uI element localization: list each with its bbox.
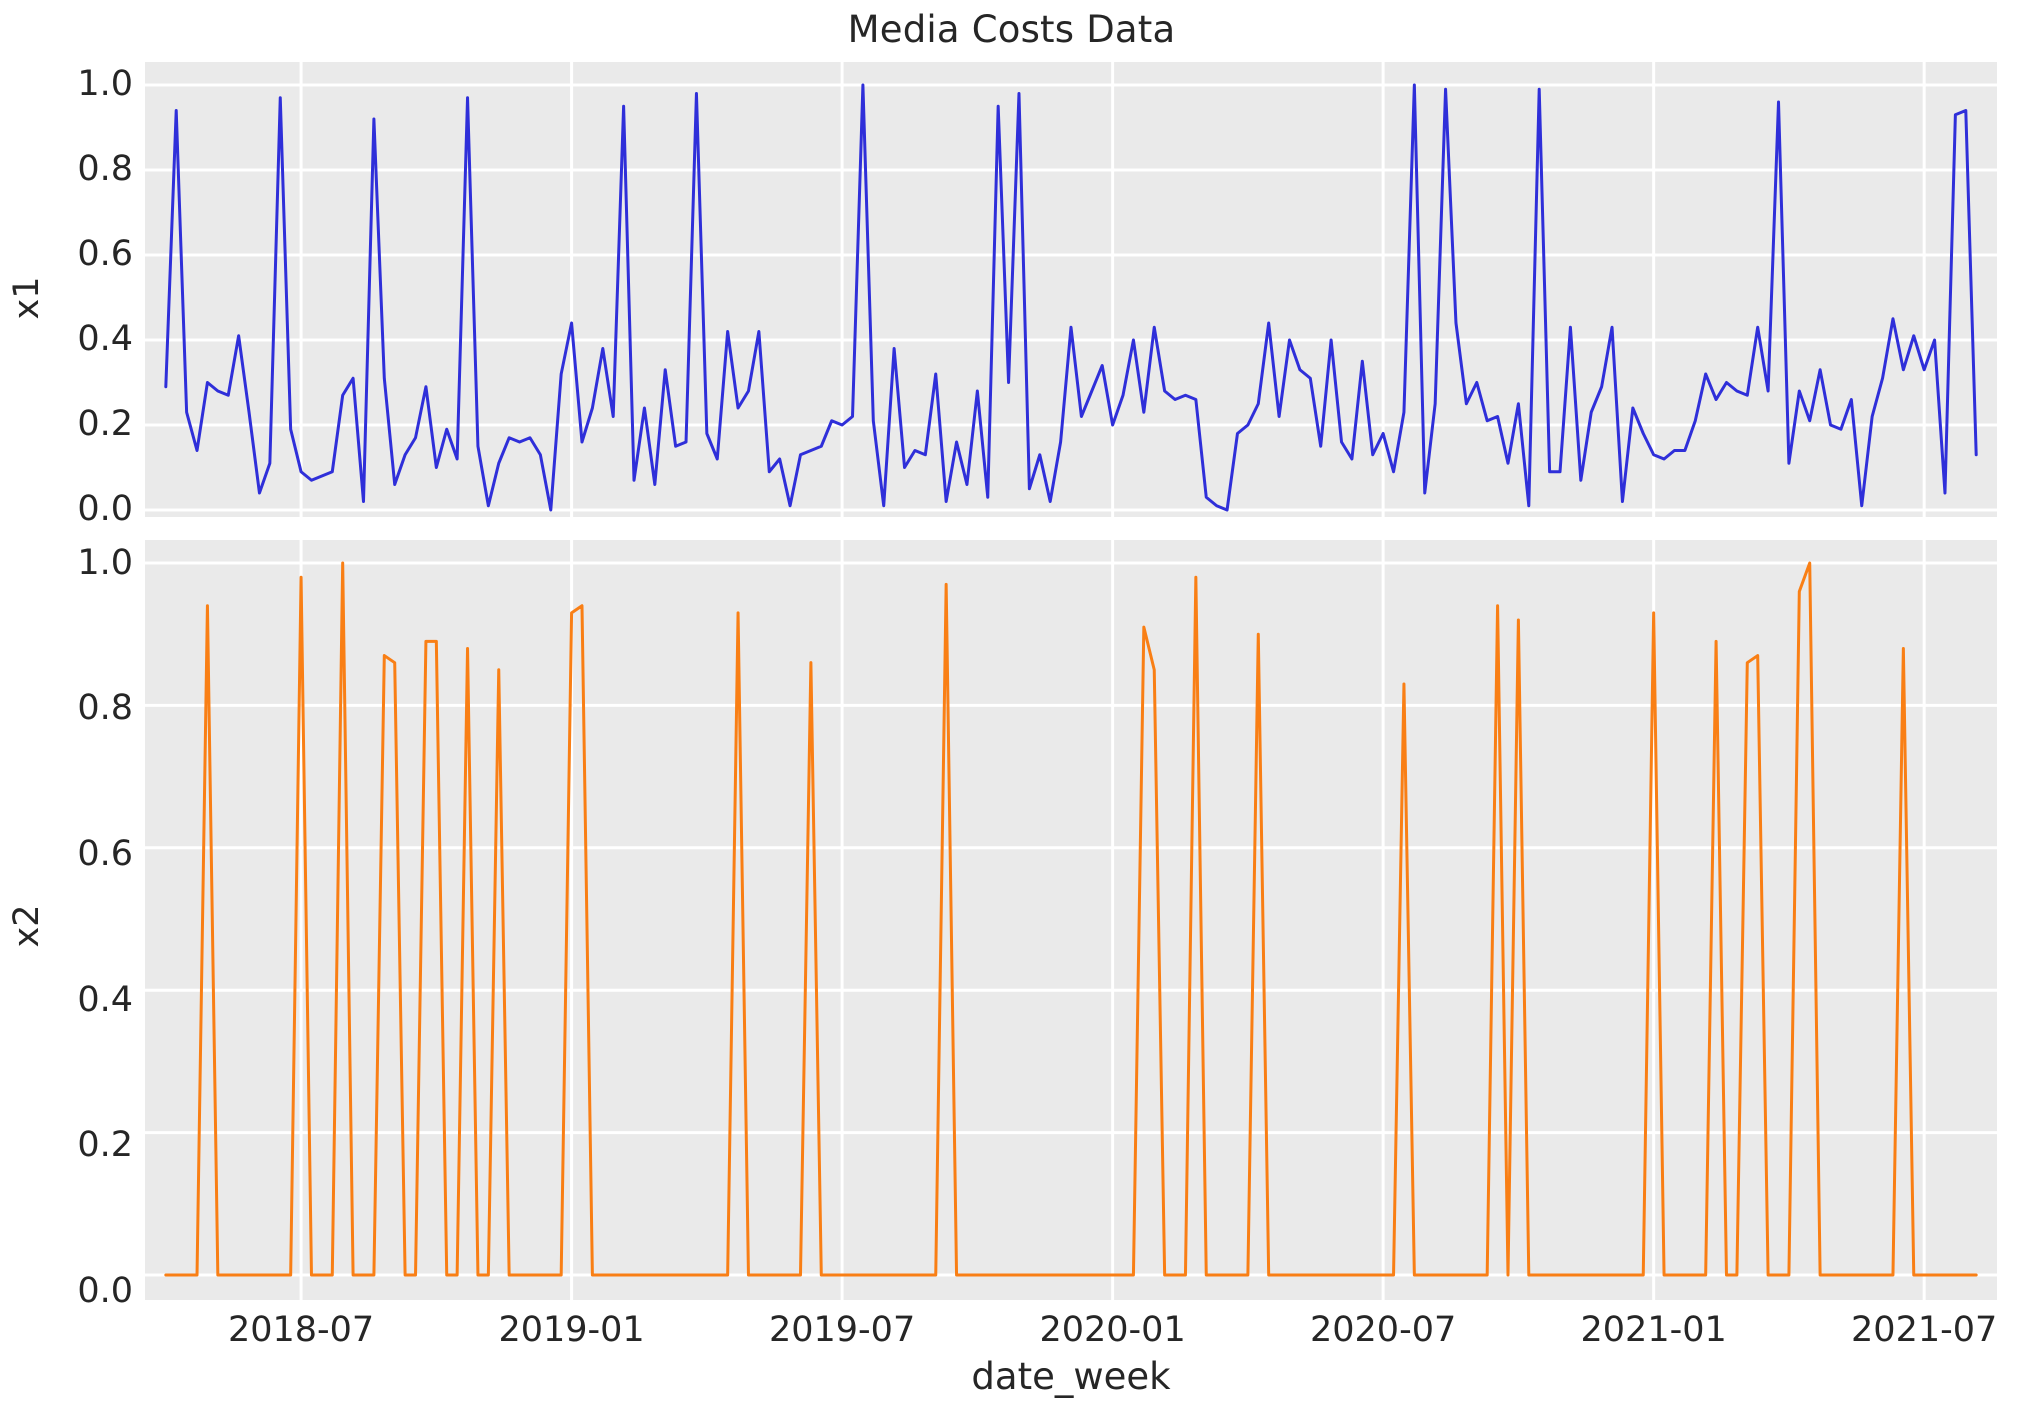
y-tick-bottom-6: 0.0 — [77, 1271, 133, 1311]
line-chart-x1 — [145, 62, 1997, 517]
line-chart-x2 — [145, 540, 1997, 1300]
data-line-x1 — [164, 83, 1978, 512]
y-axis-label-x1: x1 — [7, 276, 47, 320]
chart-title: Media Costs Data — [847, 8, 1176, 51]
x-tick-label: 2020-07 — [1310, 1310, 1457, 1350]
y-tick-bottom-5: 0.2 — [77, 1125, 133, 1165]
x-tick-label: 2019-07 — [768, 1310, 916, 1350]
y-tick-top-5: 0.2 — [77, 404, 133, 444]
y-tick-bottom-1: 1.0 — [77, 543, 133, 583]
y-tick-bottom-2: 0.8 — [77, 688, 133, 728]
y-tick-top-1: 1.0 — [77, 64, 133, 104]
x-tick-label: 2021-01 — [1580, 1310, 1727, 1350]
y-tick-top-2: 0.8 — [77, 149, 133, 189]
plot-area-x2 — [145, 540, 1997, 1300]
y-tick-top-3: 0.6 — [77, 234, 133, 274]
y-tick-bottom-4: 0.4 — [77, 980, 133, 1020]
data-line-x2 — [164, 561, 1978, 1277]
plot-area-x1 — [145, 62, 1997, 517]
y-tick-top-6: 0.0 — [77, 489, 133, 529]
y-axis-label-x2: x2 — [7, 904, 47, 948]
x-tick-label: 2020-01 — [1039, 1310, 1186, 1350]
x-axis-label: date_week — [971, 1355, 1171, 1398]
x-tick-label: 2021-07 — [1851, 1310, 1998, 1350]
x-tick-label: 2019-01 — [498, 1310, 645, 1350]
y-tick-top-4: 0.4 — [77, 319, 133, 359]
x-tick-label: 2018-07 — [227, 1310, 375, 1350]
y-tick-bottom-3: 0.6 — [77, 834, 133, 874]
